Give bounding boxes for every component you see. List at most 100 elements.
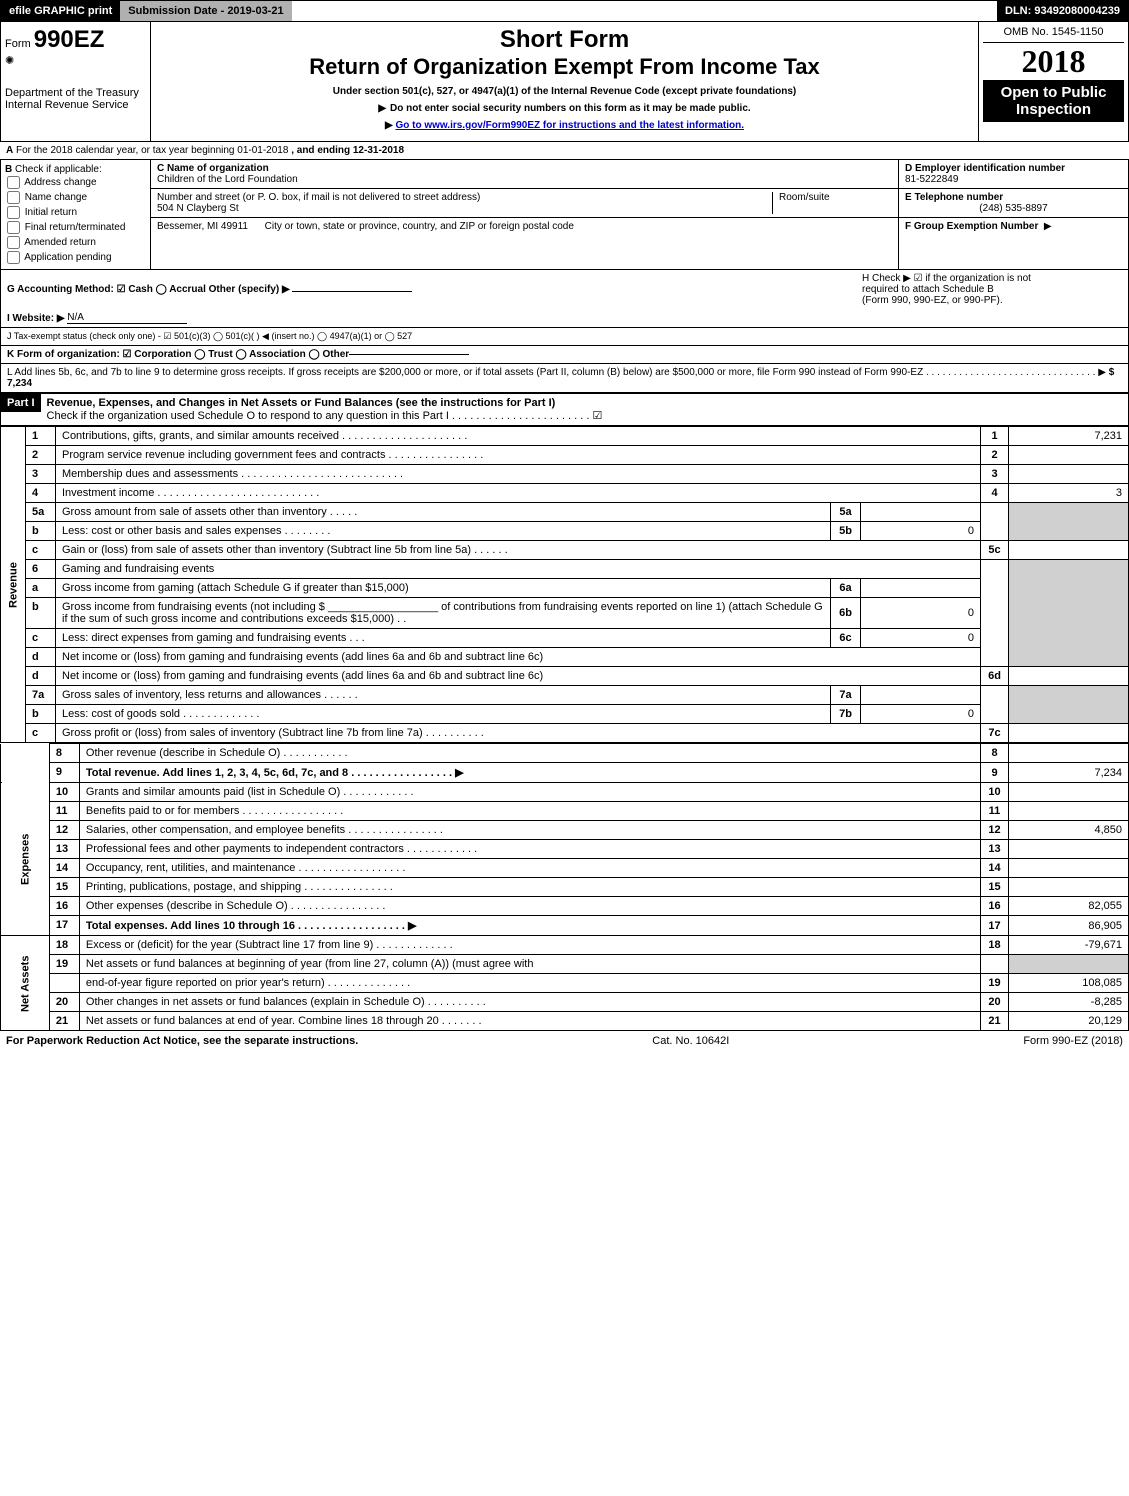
table-row: d Net income or (loss) from gaming and f… xyxy=(1,667,1129,686)
table-row: 11 Benefits paid to or for members . . .… xyxy=(1,802,1129,821)
header-center: Short Form Return of Organization Exempt… xyxy=(151,22,978,141)
chk-final-return[interactable] xyxy=(7,221,20,234)
section-l: L Add lines 5b, 6c, and 7b to line 9 to … xyxy=(0,363,1129,393)
table-row: 9 Total revenue. Add lines 1, 2, 3, 4, 5… xyxy=(1,763,1129,783)
line-4-value: 3 xyxy=(1009,484,1129,503)
chk-name-change[interactable] xyxy=(7,191,20,204)
page-footer: For Paperwork Reduction Act Notice, see … xyxy=(0,1031,1129,1051)
form-prefix: Form xyxy=(5,38,31,50)
table-row: 17 Total expenses. Add lines 10 through … xyxy=(1,916,1129,936)
line-18-value: -79,671 xyxy=(1009,936,1129,955)
table-row: 21 Net assets or fund balances at end of… xyxy=(1,1012,1129,1031)
dept-treasury: Department of the Treasury xyxy=(5,87,146,99)
section-g: G Accounting Method: ☑ Cash ◯ Accrual Ot… xyxy=(7,284,290,295)
section-k: K Form of organization: ☑ Corporation ◯ … xyxy=(0,345,1129,363)
table-row: c Gain or (loss) from sale of assets oth… xyxy=(1,541,1129,560)
irs-eagle-icon: ✺ xyxy=(5,54,146,67)
part-1-header: Part I Revenue, Expenses, and Changes in… xyxy=(0,393,1129,426)
table-row: 12 Salaries, other compensation, and emp… xyxy=(1,821,1129,840)
table-row: 14 Occupancy, rent, utilities, and maint… xyxy=(1,859,1129,878)
table-row: Net Assets 18 Excess or (deficit) for th… xyxy=(1,936,1129,955)
org-name: Children of the Lord Foundation xyxy=(157,174,298,185)
section-h-line2: required to attach Schedule B xyxy=(862,284,1122,295)
table-row: 8 Other revenue (describe in Schedule O)… xyxy=(1,744,1129,763)
table-row: b Less: cost of goods sold . . . . . . .… xyxy=(1,705,1129,724)
table-row: 5a Gross amount from sale of assets othe… xyxy=(1,503,1129,522)
website-value: N/A xyxy=(67,312,187,324)
line-12-value: 4,850 xyxy=(1009,821,1129,840)
line-21-value: 20,129 xyxy=(1009,1012,1129,1031)
dln: DLN: 93492080004239 xyxy=(997,1,1128,21)
table-row: 3 Membership dues and assessments . . . … xyxy=(1,465,1129,484)
open-to-public: Open to Public Inspection xyxy=(983,80,1124,122)
section-g-h: G Accounting Method: ☑ Cash ◯ Accrual Ot… xyxy=(0,270,1129,309)
section-h-line3: (Form 990, 990-EZ, or 990-PF). xyxy=(862,295,1122,306)
dept-irs: Internal Revenue Service xyxy=(5,99,146,111)
table-row: 7a Gross sales of inventory, less return… xyxy=(1,686,1129,705)
form-subtitle: Under section 501(c), 527, or 4947(a)(1)… xyxy=(155,86,974,97)
table-row: 2 Program service revenue including gove… xyxy=(1,446,1129,465)
chk-initial-return[interactable] xyxy=(7,206,20,219)
table-row: end-of-year figure reported on prior yea… xyxy=(1,974,1129,993)
section-j: J Tax-exempt status (check only one) - ☑… xyxy=(0,327,1129,345)
chk-address-change[interactable] xyxy=(7,176,20,189)
part-1-title: Revenue, Expenses, and Changes in Net As… xyxy=(47,397,556,409)
table-row: 19 Net assets or fund balances at beginn… xyxy=(1,955,1129,974)
table-row: Expenses 10 Grants and similar amounts p… xyxy=(1,783,1129,802)
tax-year: 2018 xyxy=(983,43,1124,80)
line-a-taxyear: A For the 2018 calendar year, or tax yea… xyxy=(0,142,1129,160)
revenue-sidelabel: Revenue xyxy=(1,427,26,743)
table-row: 15 Printing, publications, postage, and … xyxy=(1,878,1129,897)
line-20-value: -8,285 xyxy=(1009,993,1129,1012)
submission-date: Submission Date - 2019-03-21 xyxy=(120,1,291,21)
table-row: 16 Other expenses (describe in Schedule … xyxy=(1,897,1129,916)
form-title: Return of Organization Exempt From Incom… xyxy=(155,54,974,80)
cat-no: Cat. No. 10642I xyxy=(652,1035,729,1047)
chk-amended-return[interactable] xyxy=(7,236,20,249)
netassets-sidelabel: Net Assets xyxy=(1,936,50,1031)
table-row: 13 Professional fees and other payments … xyxy=(1,840,1129,859)
form-number: 990EZ xyxy=(34,26,105,53)
table-row: 4 Investment income . . . . . . . . . . … xyxy=(1,484,1129,503)
section-c: C Name of organization Children of the L… xyxy=(151,160,898,269)
line-16-value: 82,055 xyxy=(1009,897,1129,916)
paperwork-notice: For Paperwork Reduction Act Notice, see … xyxy=(6,1035,358,1047)
short-form-label: Short Form xyxy=(155,26,974,54)
line-9-value: 7,234 xyxy=(1009,763,1129,783)
table-row: 6 Gaming and fundraising events xyxy=(1,560,1129,579)
line-19-value: 108,085 xyxy=(1009,974,1129,993)
top-bar: efile GRAPHIC print Submission Date - 20… xyxy=(0,0,1129,22)
line-17-value: 86,905 xyxy=(1009,916,1129,936)
ssn-note: Do not enter social security numbers on … xyxy=(155,103,974,114)
chk-application-pending[interactable] xyxy=(7,251,20,264)
table-row: 20 Other changes in net assets or fund b… xyxy=(1,993,1129,1012)
part-1-label: Part I xyxy=(1,394,41,412)
expenses-sidelabel: Expenses xyxy=(1,783,50,936)
part-1-table: Revenue 1 Contributions, gifts, grants, … xyxy=(0,426,1129,743)
section-i: I Website: ▶ N/A xyxy=(0,309,1129,327)
header-left: Form 990EZ ✺ Department of the Treasury … xyxy=(1,22,151,141)
part-1-subtitle: Check if the organization used Schedule … xyxy=(47,410,603,422)
org-street: 504 N Clayberg St xyxy=(157,203,239,214)
org-info-block: B Check if applicable: Address change Na… xyxy=(0,160,1129,270)
irs-link[interactable]: Go to www.irs.gov/Form990EZ for instruct… xyxy=(395,120,744,131)
omb-number: OMB No. 1545-1150 xyxy=(983,26,1124,43)
section-h-line1: H Check ▶ ☑ if the organization is not xyxy=(862,273,1122,284)
table-row: c Less: direct expenses from gaming and … xyxy=(1,629,1129,648)
ein: 81-5222849 xyxy=(905,174,958,185)
section-d-e-f: D Employer identification number 81-5222… xyxy=(898,160,1128,269)
section-b: B Check if applicable: Address change Na… xyxy=(1,160,151,269)
form-version: Form 990-EZ (2018) xyxy=(1023,1035,1123,1047)
table-row: b Less: cost or other basis and sales ex… xyxy=(1,522,1129,541)
table-row: d Net income or (loss) from gaming and f… xyxy=(1,648,1129,667)
line-1-value: 7,231 xyxy=(1009,427,1129,446)
table-row: a Gross income from gaming (attach Sched… xyxy=(1,579,1129,598)
table-row: c Gross profit or (loss) from sales of i… xyxy=(1,724,1129,743)
header-right: OMB No. 1545-1150 2018 Open to Public In… xyxy=(978,22,1128,141)
table-row: Revenue 1 Contributions, gifts, grants, … xyxy=(1,427,1129,446)
org-city: Bessemer, MI 49911 xyxy=(157,221,248,232)
efile-label: efile GRAPHIC print xyxy=(1,1,120,21)
telephone: (248) 535-8897 xyxy=(905,203,1122,214)
table-row: b Gross income from fundraising events (… xyxy=(1,598,1129,629)
part-1-table-cont: 8 Other revenue (describe in Schedule O)… xyxy=(0,743,1129,1031)
